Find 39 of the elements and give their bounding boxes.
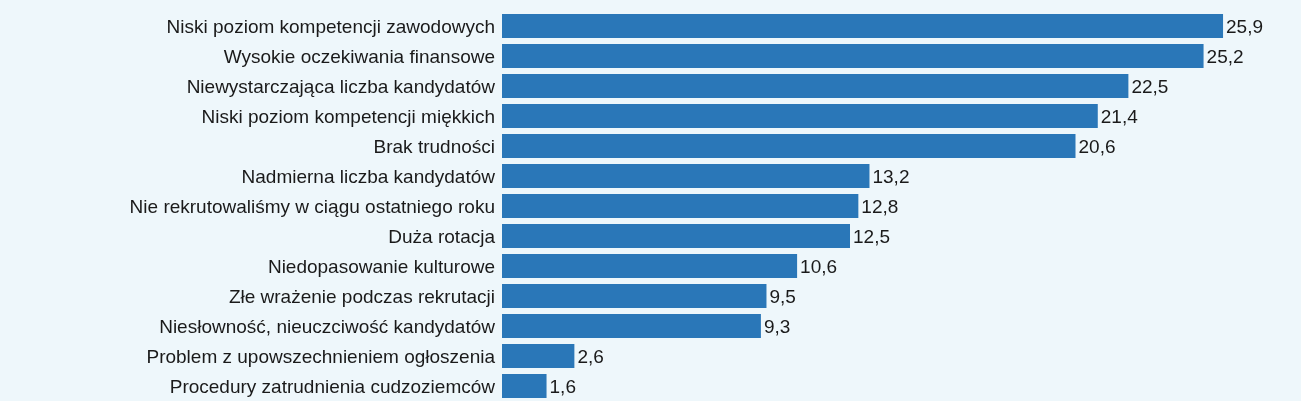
bar bbox=[502, 104, 1098, 128]
y-tick-label: Niesłowność, nieuczciwość kandydatów bbox=[159, 315, 496, 337]
y-tick-label: Wysokie oczekiwania finansowe bbox=[223, 45, 495, 67]
data-label: 22,5 bbox=[1131, 75, 1169, 97]
y-tick-label: Procedury zatrudnienia cudzoziemców bbox=[169, 375, 496, 397]
y-tick-label: Brak trudności bbox=[373, 135, 495, 157]
data-label: 1,6 bbox=[549, 375, 576, 397]
y-tick-label: Niewystarczająca liczba kandydatów bbox=[186, 75, 496, 97]
data-label: 25,9 bbox=[1226, 15, 1264, 37]
y-tick-label: Niski poziom kompetencji miękkich bbox=[201, 105, 495, 127]
y-tick-label: Niedopasowanie kulturowe bbox=[267, 255, 495, 277]
y-tick-label: Złe wrażenie podczas rekrutacji bbox=[228, 285, 495, 307]
data-label: 9,3 bbox=[763, 315, 791, 337]
bar bbox=[502, 74, 1129, 98]
y-tick-label: Duża rotacja bbox=[388, 225, 496, 247]
data-label: 13,2 bbox=[872, 165, 910, 187]
data-label: 12,8 bbox=[861, 195, 899, 217]
bar bbox=[502, 164, 870, 188]
bar bbox=[502, 14, 1224, 38]
bar bbox=[502, 44, 1204, 68]
data-label: 2,6 bbox=[577, 345, 604, 367]
bar bbox=[502, 224, 850, 248]
data-label: 10,6 bbox=[800, 255, 838, 277]
bar bbox=[502, 194, 859, 218]
y-tick-label: Nadmierna liczba kandydatów bbox=[241, 165, 496, 187]
data-label: 21,4 bbox=[1100, 105, 1139, 127]
bar bbox=[502, 314, 761, 338]
y-tick-label: Problem z upowszechnieniem ogłoszenia bbox=[146, 345, 496, 367]
data-label: 12,5 bbox=[853, 225, 890, 247]
data-label: 9,5 bbox=[769, 285, 796, 307]
y-tick-label: Nie rekrutowaliśmy w ciągu ostatniego roku bbox=[129, 195, 495, 217]
y-tick-label: Niski poziom kompetencji zawodowych bbox=[166, 15, 495, 37]
bar bbox=[502, 284, 767, 308]
data-label: 20,6 bbox=[1078, 135, 1116, 157]
bar bbox=[502, 374, 547, 398]
bar bbox=[502, 254, 798, 278]
bar bbox=[502, 344, 575, 368]
data-label: 25,2 bbox=[1206, 45, 1244, 67]
bar bbox=[502, 134, 1076, 158]
